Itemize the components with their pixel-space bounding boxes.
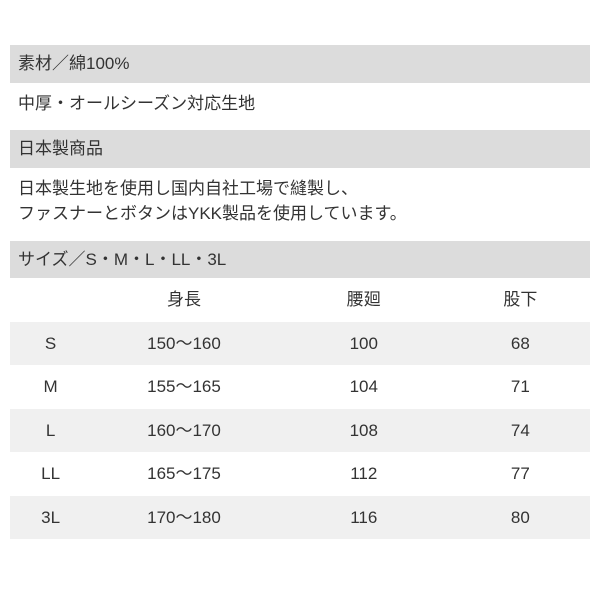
table-row: S 150～160 100 68 <box>10 322 590 366</box>
cell-height: 170～180 <box>91 496 277 540</box>
col-waist: 腰廻 <box>277 278 451 322</box>
cell-size: 3L <box>10 496 91 540</box>
cell-height: 165～175 <box>91 452 277 496</box>
cell-waist: 100 <box>277 322 451 366</box>
cell-size: LL <box>10 452 91 496</box>
cell-waist: 104 <box>277 365 451 409</box>
table-row: M 155～165 104 71 <box>10 365 590 409</box>
size-header: サイズ／S・M・L・LL・3L <box>10 241 590 279</box>
cell-inseam: 77 <box>451 452 590 496</box>
material-header: 素材／綿100% <box>10 45 590 83</box>
cell-size: L <box>10 409 91 453</box>
cell-size: S <box>10 322 91 366</box>
cell-waist: 112 <box>277 452 451 496</box>
material-body: 中厚・オールシーズン対応生地 <box>10 83 590 131</box>
table-header-row: 身長 腰廻 股下 <box>10 278 590 322</box>
cell-inseam: 74 <box>451 409 590 453</box>
table-row: L 160～170 108 74 <box>10 409 590 453</box>
cell-waist: 108 <box>277 409 451 453</box>
col-size <box>10 278 91 322</box>
cell-height: 150～160 <box>91 322 277 366</box>
cell-inseam: 80 <box>451 496 590 540</box>
origin-body: 日本製生地を使用し国内自社工場で縫製し、 ファスナーとボタンはYKK製品を使用し… <box>10 168 590 241</box>
cell-waist: 116 <box>277 496 451 540</box>
origin-line1: 日本製生地を使用し国内自社工場で縫製し、 <box>18 179 358 198</box>
origin-header: 日本製商品 <box>10 130 590 168</box>
cell-height: 155～165 <box>91 365 277 409</box>
cell-size: M <box>10 365 91 409</box>
size-table: 身長 腰廻 股下 S 150～160 100 68 M 155～165 104 … <box>10 278 590 539</box>
col-inseam: 股下 <box>451 278 590 322</box>
table-row: 3L 170～180 116 80 <box>10 496 590 540</box>
origin-line2: ファスナーとボタンはYKK製品を使用しています。 <box>18 204 407 223</box>
table-row: LL 165～175 112 77 <box>10 452 590 496</box>
cell-inseam: 68 <box>451 322 590 366</box>
col-height: 身長 <box>91 278 277 322</box>
cell-inseam: 71 <box>451 365 590 409</box>
cell-height: 160～170 <box>91 409 277 453</box>
